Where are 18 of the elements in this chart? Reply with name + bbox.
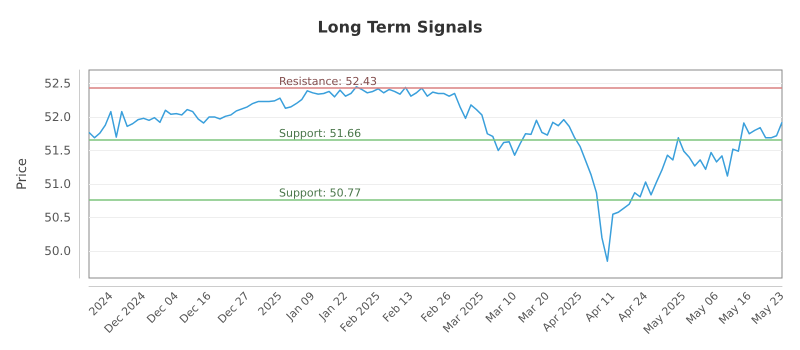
x-tick-label: Apr 11	[582, 289, 618, 324]
y-tick-label: 50.0	[44, 244, 71, 258]
x-tick-label: Jan 09	[283, 289, 318, 324]
chart-title: Long Term Signals	[317, 18, 483, 36]
y-axis-title: Price	[15, 158, 30, 190]
y-tick-label: 51.5	[44, 144, 71, 158]
x-tick-label: Feb 13	[380, 289, 416, 325]
y-tick-label: 50.5	[44, 210, 71, 225]
ref-line-label: Support: 50.77	[279, 186, 362, 200]
ref-line-label: Support: 51.66	[279, 126, 362, 140]
y-tick-label: 52.5	[44, 76, 71, 90]
y-tick-label: 52.0	[44, 110, 71, 124]
x-tick-label: Mar 10	[483, 289, 520, 326]
line-series	[88, 86, 783, 262]
x-tick-label: Apr 24	[615, 289, 650, 324]
y-tick-label: 51.0	[44, 177, 71, 192]
ref-line-label: Resistance: 52.43	[279, 75, 377, 88]
x-tick-label: Dec 27	[215, 289, 252, 326]
